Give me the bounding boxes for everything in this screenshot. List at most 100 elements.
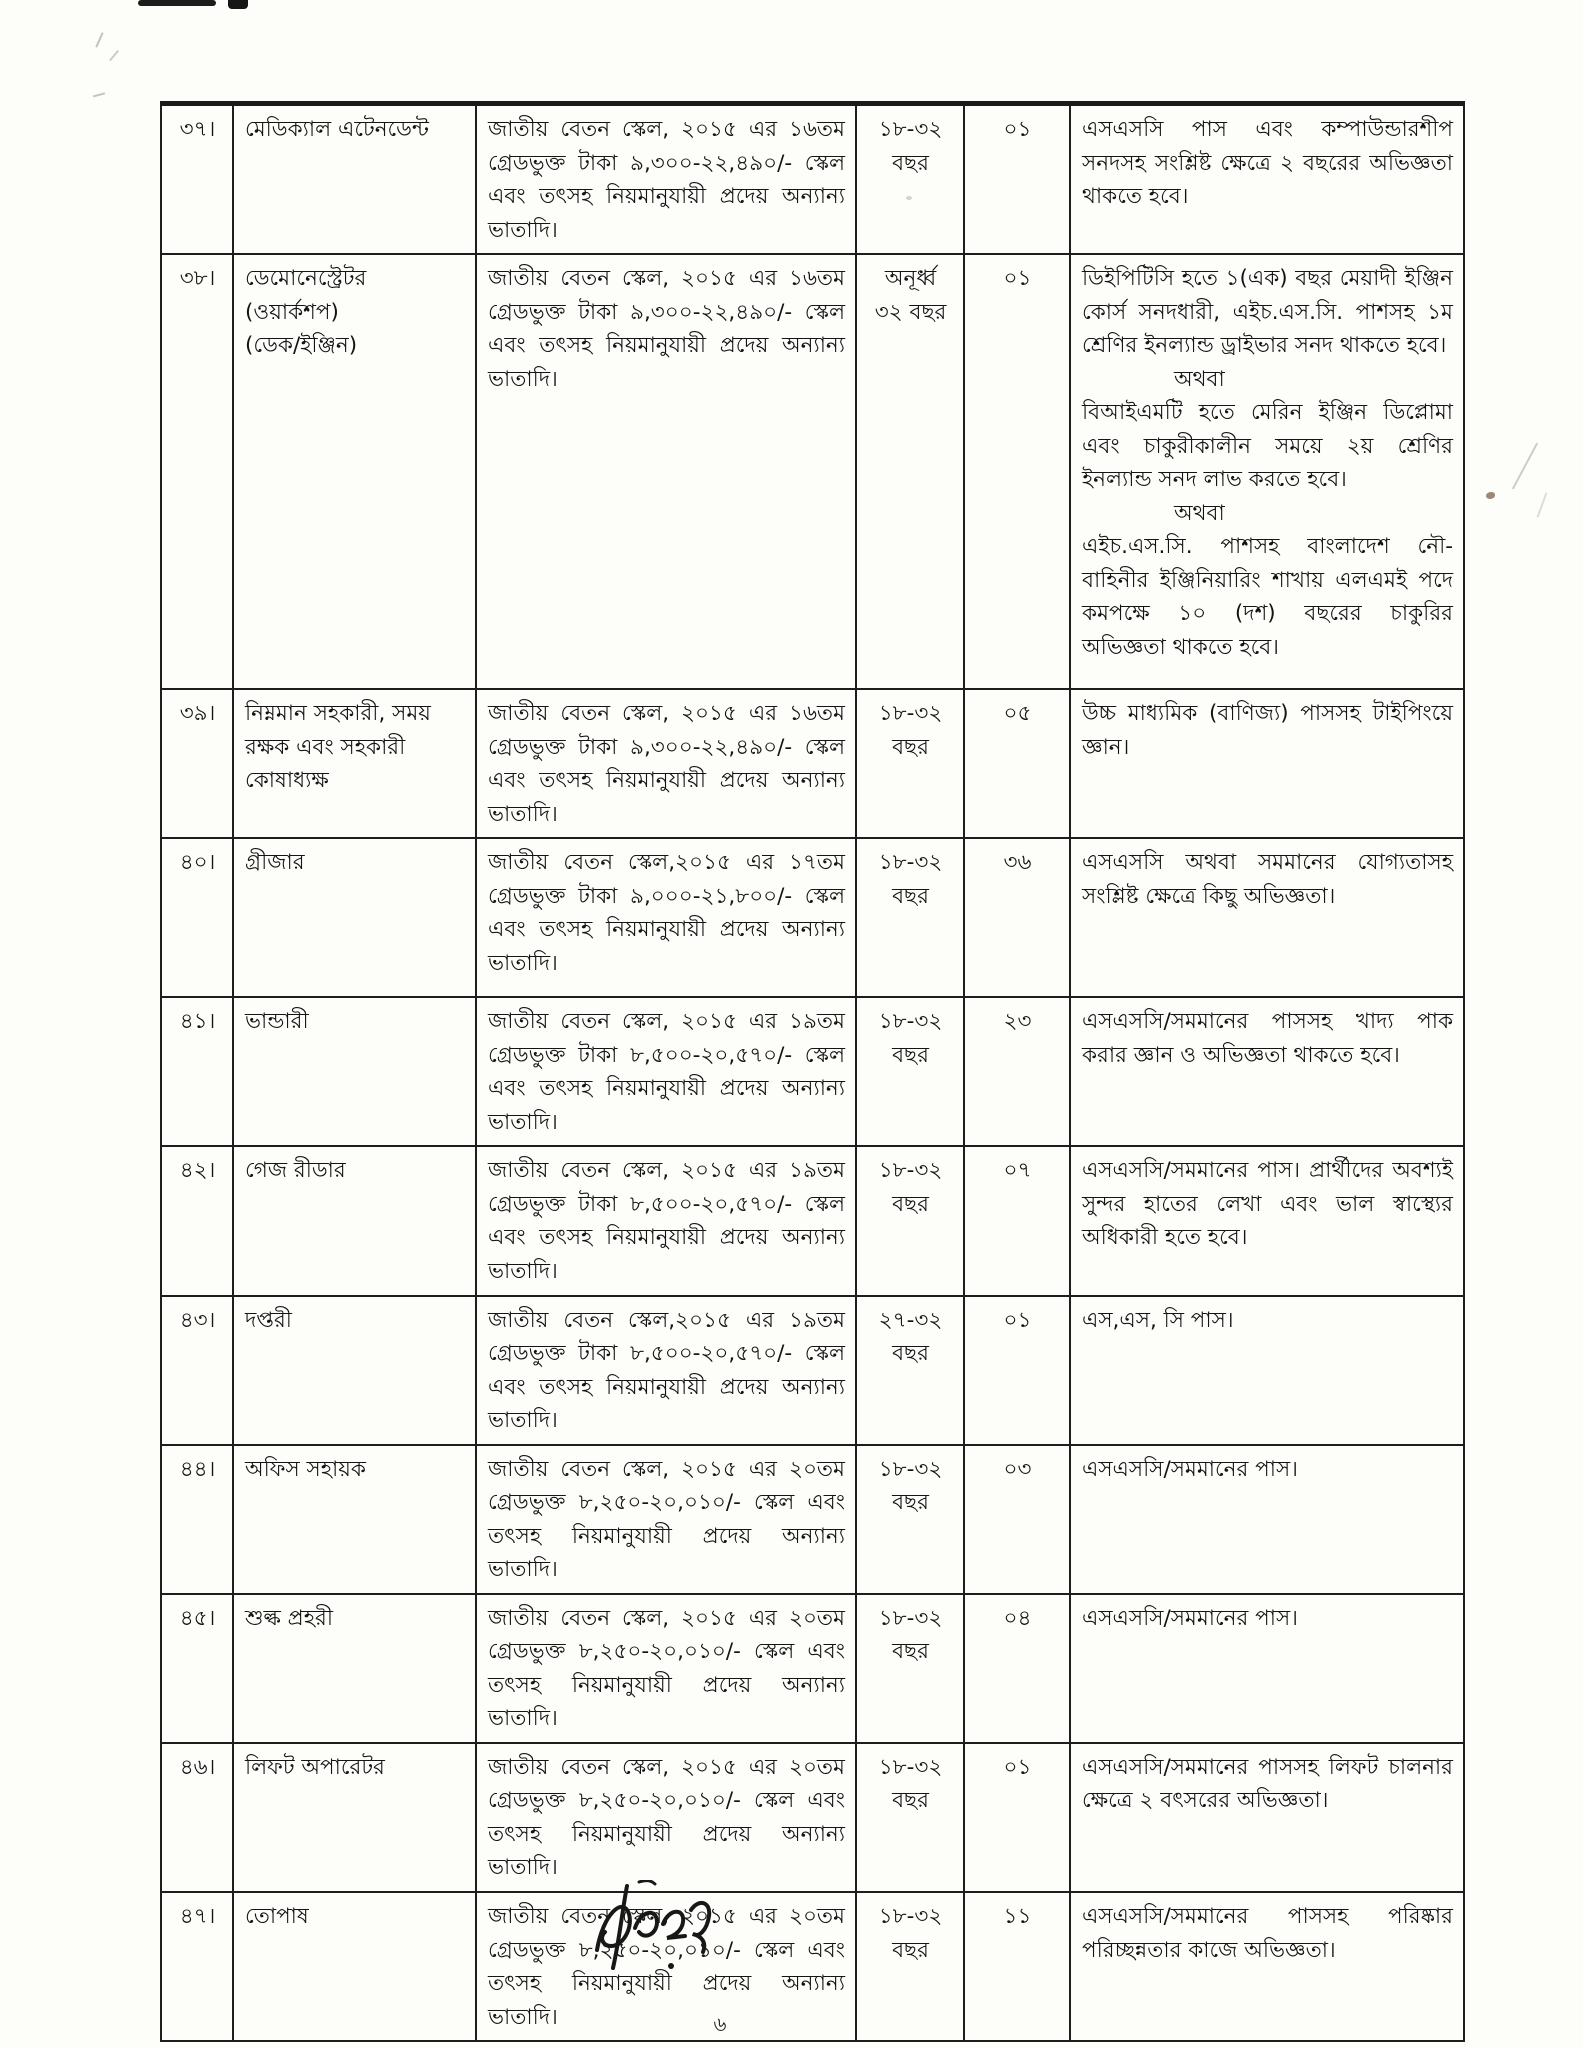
- post-count-cell: ০১: [963, 1294, 1071, 1446]
- qualification-cell: এসএসসি/সমমানের পাস। প্রার্থীদের অবশ্যই স…: [1069, 1145, 1465, 1297]
- serial-number-cell: ৩৯।: [160, 688, 234, 840]
- table-row: ৪৪। অফিস সহায়ক জাতীয় বেতন স্কেল, ২০১৫ এর…: [160, 1443, 1465, 1595]
- qualification-text: বিআইএমটি হতে মেরিন ইঞ্জিন ডিপ্লোমা এবং চ…: [1082, 400, 1453, 493]
- age-range-cell: ১৮-৩২ বছর: [855, 996, 965, 1148]
- table-row: ৩৭। মেডিক্যাল এটেনডেন্ট জাতীয় বেতন স্কেল,…: [160, 102, 1465, 256]
- age-range-cell: ১৮-৩২ বছর: [855, 1890, 965, 2043]
- qualification-cell: উচ্চ মাধ্যমিক (বাণিজ্য) পাসসহ টাইপিংয়ে …: [1069, 688, 1465, 840]
- signature-scribble: [595, 1880, 712, 1970]
- age-range-cell: ১৮-৩২ বছর: [855, 837, 965, 999]
- scan-mark: [95, 32, 113, 52]
- post-name-cell: শুল্ক প্রহরী: [232, 1592, 477, 1744]
- qualification-text: এসএসসি/সমমানের পাসসহ পরিষ্কার পরিচ্ছন্নত…: [1082, 1904, 1453, 1963]
- table-row: ৪৩। দপ্তরী জাতীয় বেতন স্কেল,২০১৫ এর ১৯তম …: [160, 1294, 1465, 1446]
- qualification-text: ডিইপিটিসি হতে ১(এক) বছর মেয়াদী ইঞ্জিন ক…: [1082, 266, 1453, 359]
- serial-number-cell: ৪৭।: [160, 1890, 234, 2043]
- scan-speck: [1486, 492, 1495, 499]
- scan-mark: [109, 49, 126, 68]
- table-row: ৪১। ভান্ডারী জাতীয় বেতন স্কেল, ২০১৫ এর ১৯…: [160, 996, 1465, 1148]
- qualification-text: এসএসসি/সমমানের পাস।: [1082, 1456, 1298, 1482]
- pay-scale-cell: জাতীয় বেতন স্কেল, ২০১৫ এর ১৯তম গ্রেডভুক…: [475, 996, 857, 1148]
- table-row: ৪৭। তোপাষ জাতীয় বেতন স্কেল, ২০১৫ এর ২০তম …: [160, 1890, 1465, 2043]
- post-name-cell: তোপাষ: [232, 1890, 477, 2043]
- qualification-cell: এসএসসি/সমমানের পাসসহ পরিষ্কার পরিচ্ছন্নত…: [1069, 1890, 1465, 2043]
- post-count-cell: ০৩: [963, 1443, 1071, 1595]
- post-count-cell: ০১: [963, 1741, 1071, 1894]
- post-name-cell: ভান্ডারী: [232, 996, 477, 1148]
- post-count-cell: ০৫: [963, 688, 1071, 840]
- post-name-cell: গেজ রীডার: [232, 1145, 477, 1297]
- post-name-cell: গ্রীজার: [232, 837, 477, 999]
- post-name-cell: মেডিক্যাল এটেনডেন্ট: [232, 102, 477, 256]
- job-posts-table: ৩৭। মেডিক্যাল এটেনডেন্ট জাতীয় বেতন স্কেল,…: [160, 101, 1465, 2043]
- scan-mark: [90, 84, 106, 98]
- qualification-cell: এসএসসি পাস এবং কম্পাউন্ডারশীপ সনদসহ সংশ্…: [1069, 102, 1465, 256]
- page-number: ৬: [713, 2012, 727, 2036]
- scan-smudge: [228, 0, 248, 9]
- qualification-cell: এসএসসি/সমমানের পাস।: [1069, 1443, 1465, 1595]
- post-count-cell: ০৪: [963, 1592, 1071, 1744]
- pay-scale-cell: জাতীয় বেতন স্কেল, ২০১৫ এর ২০তম গ্রেডভুক…: [475, 1592, 857, 1744]
- age-range-cell: ২৭-৩২ বছর: [855, 1294, 965, 1446]
- serial-number-cell: ৩৭।: [160, 102, 234, 256]
- pay-scale-cell: জাতীয় বেতন স্কেল, ২০১৫ এর ১৬তম গ্রেডভুক…: [475, 253, 857, 691]
- post-name-cell: দপ্তরী: [232, 1294, 477, 1446]
- post-count-cell: ০৭: [963, 1145, 1071, 1297]
- qualification-cell: এসএসসি/সমমানের পাসসহ খাদ্য পাক করার জ্ঞা…: [1069, 996, 1465, 1148]
- post-name-cell: নিম্নমান সহকারী, সময় রক্ষক এবং সহকারী ক…: [232, 688, 477, 840]
- qualification-cell: এস,এস, সি পাস।: [1069, 1294, 1465, 1446]
- post-count-cell: ২৩: [963, 996, 1071, 1148]
- qualification-text: এসএসসি পাস এবং কম্পাউন্ডারশীপ সনদসহ সংশ্…: [1082, 117, 1453, 210]
- qualification-cell: এসএসসি/সমমানের পাস।: [1069, 1592, 1465, 1744]
- post-count-cell: ১১: [963, 1890, 1071, 2043]
- age-range-cell: ১৮-৩২ বছর: [855, 1145, 965, 1297]
- pay-scale-cell: জাতীয় বেতন স্কেল,২০১৫ এর ১৯তম গ্রেডভুক্…: [475, 1294, 857, 1446]
- serial-number-cell: ৪০।: [160, 837, 234, 999]
- age-range-cell: ১৮-৩২ বছর: [855, 688, 965, 840]
- qualification-text: উচ্চ মাধ্যমিক (বাণিজ্য) পাসসহ টাইপিংয়ে …: [1082, 701, 1453, 760]
- age-range-cell: ১৮-৩২ বছর: [855, 1592, 965, 1744]
- post-name-cell: অফিস সহায়ক: [232, 1443, 477, 1595]
- or-separator: অথবা: [1174, 500, 1225, 526]
- age-range-cell: ১৮-৩২ বছর: [855, 1741, 965, 1894]
- table-row: ৪২। গেজ রীডার জাতীয় বেতন স্কেল, ২০১৫ এর ১…: [160, 1145, 1465, 1297]
- serial-number-cell: ৩৮।: [160, 253, 234, 691]
- qualification-text: এসএসসি অথবা সমমানের যোগ্যতাসহ সংশ্লিষ্ট …: [1082, 850, 1453, 909]
- qualification-cell: এসএসসি/সমমানের পাসসহ লিফট চালনার ক্ষেত্র…: [1069, 1741, 1465, 1894]
- pay-scale-cell: জাতীয় বেতন স্কেল, ২০১৫ এর ২০তম গ্রেডভুক…: [475, 1741, 857, 1894]
- post-name-cell: লিফট অপারেটর: [232, 1741, 477, 1894]
- age-range-cell: ১৮-৩২ বছর: [855, 102, 965, 256]
- qualification-text: এসএসসি/সমমানের পাসসহ খাদ্য পাক করার জ্ঞা…: [1082, 1009, 1453, 1068]
- post-count-cell: ০১: [963, 253, 1071, 691]
- pay-scale-cell: জাতীয় বেতন স্কেল,২০১৫ এর ১৭তম গ্রেডভুক্…: [475, 837, 857, 999]
- age-range-cell: ১৮-৩২ বছর: [855, 1443, 965, 1595]
- qualification-text: এসএসসি/সমমানের পাস। প্রার্থীদের অবশ্যই স…: [1082, 1158, 1453, 1251]
- scan-pencil-mark: [1511, 442, 1539, 490]
- post-count-cell: ৩৬: [963, 837, 1071, 999]
- qualification-text: এসএসসি/সমমানের পাসসহ লিফট চালনার ক্ষেত্র…: [1082, 1754, 1453, 1814]
- serial-number-cell: ৪৬।: [160, 1741, 234, 1894]
- pay-scale-cell: জাতীয় বেতন স্কেল, ২০১৫ এর ১৬তম গ্রেডভুক…: [475, 688, 857, 840]
- scan-smudge: [138, 0, 216, 6]
- serial-number-cell: ৪৪।: [160, 1443, 234, 1595]
- pay-scale-cell: জাতীয় বেতন স্কেল, ২০১৫ এর ১৬তম গ্রেডভুক…: [475, 102, 857, 256]
- qualification-text: এসএসসি/সমমানের পাস।: [1082, 1605, 1298, 1631]
- scan-pencil-mark: [1536, 492, 1548, 518]
- serial-number-cell: ৪২।: [160, 1145, 234, 1297]
- serial-number-cell: ৪৫।: [160, 1592, 234, 1744]
- table-row: ৪০। গ্রীজার জাতীয় বেতন স্কেল,২০১৫ এর ১৭তম…: [160, 837, 1465, 999]
- post-name-cell: ডেমোনেস্ট্রেটর (ওয়ার্কশপ) (ডেক/ইঞ্জিন): [232, 253, 477, 691]
- post-count-cell: ০১: [963, 102, 1071, 256]
- qualification-text: এইচ.এস.সি. পাশসহ বাংলাদেশ নৌ-বাহিনীর ইঞ্…: [1082, 534, 1453, 660]
- qualification-cell: ডিইপিটিসি হতে ১(এক) বছর মেয়াদী ইঞ্জিন ক…: [1069, 253, 1465, 691]
- table-row: ৩৮। ডেমোনেস্ট্রেটর (ওয়ার্কশপ) (ডেক/ইঞ্জি…: [160, 253, 1465, 691]
- qualification-text: এস,এস, সি পাস।: [1082, 1307, 1234, 1333]
- table-row: ৩৯। নিম্নমান সহকারী, সময় রক্ষক এবং সহকার…: [160, 688, 1465, 840]
- qualification-cell: এসএসসি অথবা সমমানের যোগ্যতাসহ সংশ্লিষ্ট …: [1069, 837, 1465, 999]
- or-separator: অথবা: [1174, 366, 1225, 392]
- table-row: ৪৬। লিফট অপারেটর জাতীয় বেতন স্কেল, ২০১৫ এ…: [160, 1741, 1465, 1894]
- pay-scale-cell: জাতীয় বেতন স্কেল, ২০১৫ এর ২০তম গ্রেডভুক…: [475, 1443, 857, 1595]
- serial-number-cell: ৪৩।: [160, 1294, 234, 1446]
- age-range-cell: অনূর্ধ্ব ৩২ বছর: [855, 253, 965, 691]
